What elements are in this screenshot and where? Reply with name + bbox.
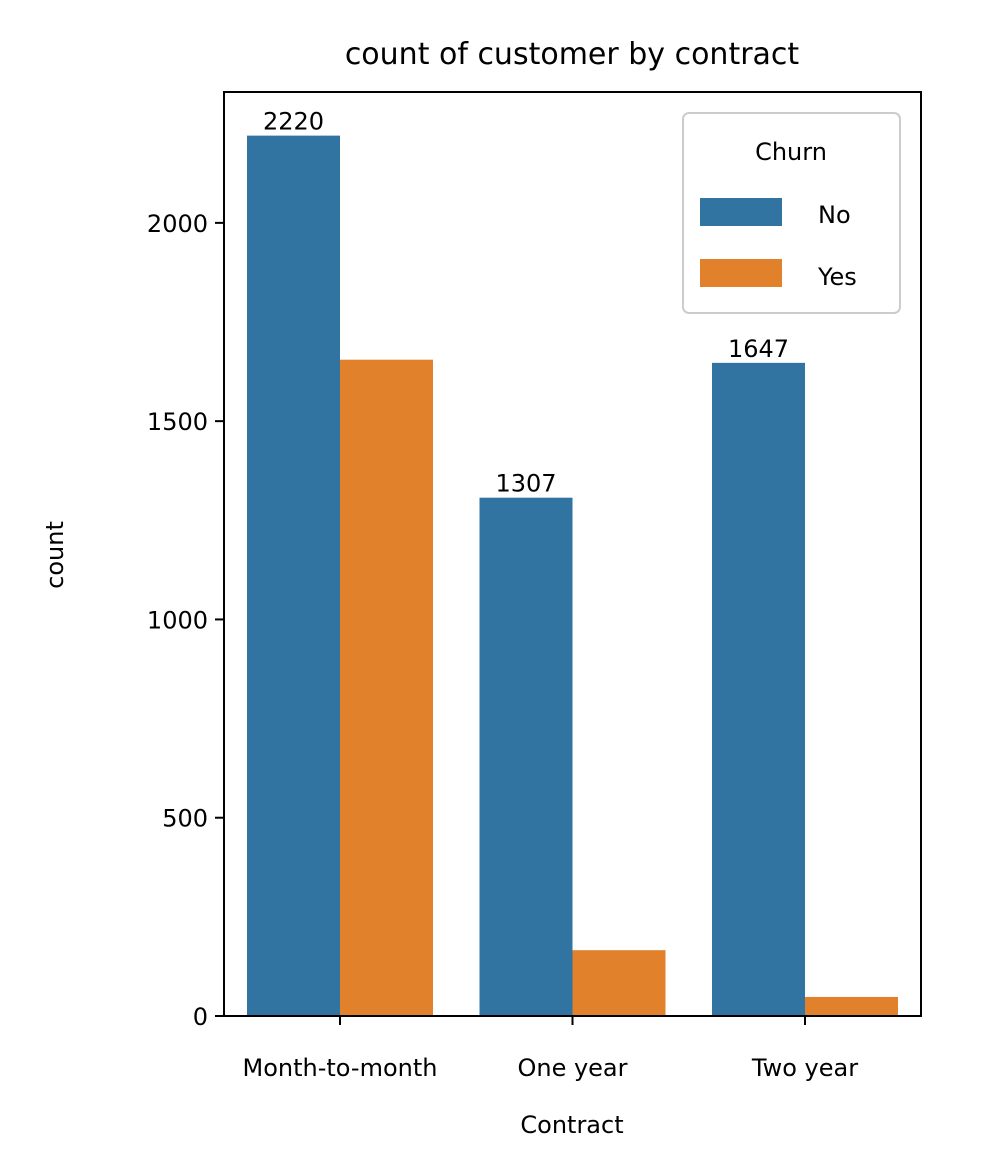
y-tick-label: 1000 xyxy=(147,606,208,634)
data-label-two-year: 1647 xyxy=(728,335,789,363)
chart-title: count of customer by contract xyxy=(345,37,800,72)
legend-title: Churn xyxy=(755,138,827,166)
legend-label-no: No xyxy=(818,201,851,229)
legend: Churn No Yes xyxy=(682,112,901,314)
y-axis-ticks: 0 500 1000 1500 2000 xyxy=(147,210,224,1031)
bar-one-year-no xyxy=(479,497,573,1016)
y-tick-label: 500 xyxy=(162,805,208,833)
x-tick-label-two-year: Two year xyxy=(751,1054,858,1082)
x-axis-label: Contract xyxy=(520,1111,623,1139)
bar-two-year-yes xyxy=(805,996,898,1016)
x-axis-ticks: Month-to-month One year Two year xyxy=(243,1016,858,1082)
legend-label-yes: Yes xyxy=(817,263,857,291)
bar-one-year-yes xyxy=(572,950,666,1016)
y-axis-label: count xyxy=(41,521,69,589)
y-tick-label: 2000 xyxy=(147,210,208,238)
x-tick-label-month-to-month: Month-to-month xyxy=(243,1054,438,1082)
x-tick-label-one-year: One year xyxy=(517,1054,627,1082)
data-label-one-year: 1307 xyxy=(495,470,556,498)
bar-two-year-no xyxy=(712,362,805,1016)
bar-month-to-month-yes xyxy=(340,359,433,1017)
legend-swatch-yes xyxy=(700,259,782,287)
y-tick-label: 1500 xyxy=(147,408,208,436)
y-tick-label: 0 xyxy=(193,1003,208,1031)
data-label-month-to-month: 2220 xyxy=(263,108,324,136)
legend-swatch-no xyxy=(700,198,782,226)
data-labels-group: 2220 1307 1647 xyxy=(263,108,789,498)
bar-month-to-month-no xyxy=(247,135,340,1016)
bars-group xyxy=(247,135,898,1017)
